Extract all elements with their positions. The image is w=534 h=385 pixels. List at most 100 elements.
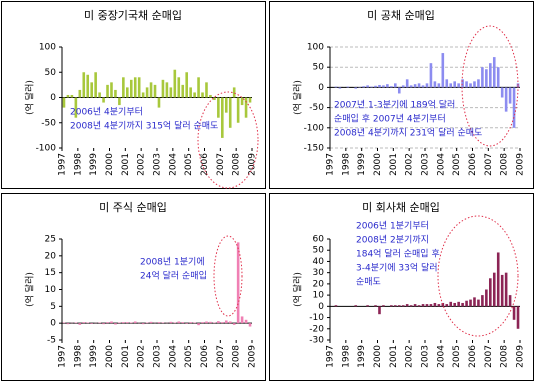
x-tick-label: 2002 [405, 153, 415, 176]
bar [370, 87, 373, 88]
bar [402, 85, 405, 87]
x-tick-label: 2003 [421, 345, 431, 368]
bar [339, 87, 342, 88]
bar [177, 77, 180, 97]
x-tick-label: 2006 [468, 345, 478, 368]
chart-title: 미 회사채 순매입 [362, 201, 440, 214]
bar [205, 82, 208, 97]
bar [110, 82, 113, 97]
annotation: 184억 달러 순매입 후 [356, 248, 440, 260]
bar [426, 83, 429, 87]
annotation: 순매입 후 2007년 4분기부터 [334, 113, 446, 125]
x-tick-label: 1997 [326, 153, 336, 176]
chart-title: 미 주식 순매입 [99, 201, 167, 214]
bar [106, 85, 109, 98]
y-tick-label: 10 [45, 285, 57, 295]
bar [82, 72, 85, 97]
bar [347, 87, 350, 88]
bar [485, 69, 488, 87]
highlight-ellipse [198, 92, 258, 188]
bar [217, 98, 220, 118]
x-tick-label: 1998 [341, 153, 351, 176]
x-tick-label: 2000 [105, 153, 115, 176]
bar [166, 82, 169, 97]
x-tick-label: 1999 [89, 345, 99, 368]
chart-title: 미 중장기국채 순매입 [84, 9, 182, 22]
y-tick-label: 15 [45, 268, 56, 278]
x-tick-label: 2007 [216, 345, 226, 368]
y-tick-label: 20 [45, 251, 57, 261]
bar [489, 278, 492, 306]
annotation: 2006년 4분기부터 [70, 107, 143, 118]
bar [134, 321, 137, 323]
bar [237, 98, 240, 123]
bar [213, 322, 216, 323]
bar [418, 305, 421, 306]
bar [213, 98, 216, 101]
x-tick-label: 2000 [105, 345, 115, 368]
bar [445, 79, 448, 87]
x-tick-label: 2000 [373, 153, 383, 176]
bar [477, 79, 480, 87]
annotation: 3-4분기에 33억 달러 [356, 262, 438, 274]
bar [335, 87, 338, 88]
bar [374, 305, 377, 306]
y-tick-label: 40 [313, 257, 325, 267]
y-tick-label: -30 [309, 336, 324, 346]
bar [142, 323, 145, 324]
x-tick-label: 2008 [500, 153, 510, 176]
bar [197, 323, 200, 325]
bar [189, 87, 192, 97]
bar [489, 63, 492, 87]
bar [118, 322, 121, 323]
bar [162, 80, 165, 98]
bar [406, 304, 409, 306]
x-tick-label: 2001 [121, 153, 131, 176]
bar [170, 87, 173, 97]
bar [410, 85, 413, 87]
bar [181, 322, 184, 323]
annotation: 2008년 2분기까지 [356, 235, 429, 246]
bar [418, 83, 421, 87]
bar [225, 320, 228, 323]
bar [142, 92, 145, 97]
y-tick-label: -10 [309, 313, 324, 323]
y-tick-label: 20 [313, 279, 325, 289]
bar [71, 95, 74, 98]
bar [469, 83, 472, 87]
x-tick-label: 1998 [341, 345, 351, 368]
panel-border [2, 194, 266, 381]
x-tick-label: 2000 [373, 345, 383, 368]
x-tick-label: 2002 [405, 345, 415, 368]
bar [82, 322, 85, 323]
y-tick-label: 30 [313, 268, 325, 278]
x-tick-label: 2009 [248, 345, 258, 368]
bar [98, 322, 101, 323]
y-tick-label: -100 [36, 144, 57, 154]
x-tick-label: 1997 [326, 345, 336, 368]
annotation: 2006년 1분기부터 [356, 221, 429, 232]
bar [130, 80, 133, 98]
annotation: 2007년 1-3분기에 189억 달러 [334, 99, 455, 111]
bar [442, 53, 445, 87]
bar [201, 92, 204, 97]
bar [513, 306, 516, 319]
bar [438, 83, 441, 87]
x-tick-label: 2008 [232, 345, 242, 368]
bar [402, 305, 405, 306]
bar [233, 323, 236, 325]
bar [134, 77, 137, 97]
bar [102, 98, 105, 103]
bar [509, 295, 512, 306]
bar [430, 63, 433, 87]
bar [366, 85, 369, 87]
x-tick-label: 2005 [452, 153, 462, 176]
y-tick-label: 100 [39, 43, 56, 53]
bar [481, 295, 484, 306]
annotation: 순매도 [356, 277, 381, 288]
y-axis-label: (억 달러) [292, 272, 304, 307]
bar [513, 87, 516, 127]
bar [122, 322, 125, 323]
bar [102, 323, 105, 324]
